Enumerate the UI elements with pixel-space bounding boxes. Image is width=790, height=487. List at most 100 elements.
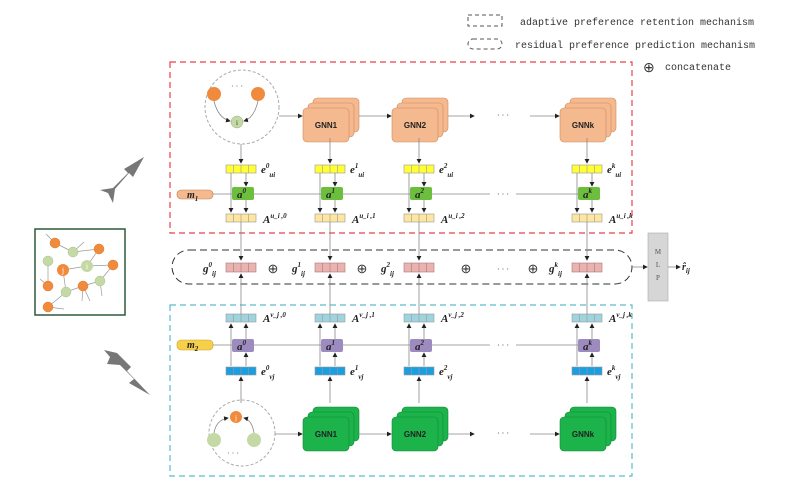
A-vj-3 [571,313,603,323]
A-ui-label-0-base: A [262,214,270,226]
A-ui-label-0-sup: u_i ,0 [270,212,287,220]
A-vj-1 [314,313,346,323]
g-label-0-base: g [202,263,209,275]
concat-op-icon: ⊕ [357,261,368,276]
neighbor-node [251,87,265,101]
e-ui-label-1-sup: 1 [355,162,359,170]
A-ui-label-3-base: A [608,214,616,226]
legend-retention-label: adaptive preference retention mechanism [520,17,754,29]
A-ui-1 [314,213,346,223]
A-vj-label-0-base: A [262,313,270,325]
A-vj-label-0: Av_j ,0 [262,311,286,325]
e-ui-label-1-base: e [350,164,355,176]
prediction-output-sub: ij [686,267,690,275]
item-ellipsis: · · · [497,429,509,438]
e-ui-label-2-base: e [439,164,444,176]
a-item-label-1-sup: 1 [332,339,336,347]
a-user-label-1-sup: 1 [332,187,336,195]
A-vj-label-0-sup: v_j ,0 [270,311,286,319]
e-ui-2 [403,164,435,174]
e-ui-label-0: e0ui [261,162,275,179]
user-gnnk-layer [559,107,607,143]
item-gnn1: GNN1 [302,406,360,452]
A-ui-label-1-base: A [351,214,359,226]
A-ui-3 [571,213,603,223]
A-vj-label-3-base: A [608,313,616,325]
gap [490,341,516,349]
e-vj-label-3-sup: k [612,364,616,372]
node-i-label: i [86,262,89,271]
A-ui-0 [225,213,257,223]
A-vj-label-3: Av_j ,k [608,311,632,325]
a-user-label-1: a1 [326,187,335,201]
node-i [230,115,244,129]
item-row-ellipsis: · · · [497,341,509,350]
mlp-letter: L [656,261,660,269]
user-gnnk-label: GNNk [572,121,595,130]
node-j [57,264,69,276]
user-row-ellipsis: · · · [497,190,509,199]
item-gnnk-layer [559,416,607,452]
a-item-label-1: a1 [326,339,335,353]
e-vj-label-1-base: e [350,366,355,378]
e-ui-label-2-sup: 2 [443,162,448,170]
e-ui-label-1-sub: ui [358,171,364,179]
A-ui-label-2: Au_i ,2 [440,212,465,226]
e-ui-0 [225,164,257,174]
a-user-label-3: ak [583,187,593,201]
e-ui-label-0-sup: 0 [266,162,270,170]
g-label-1-sub: ij [301,270,305,278]
e-ui-label-2: e2ui [439,162,453,179]
g-label-2: g2ij [380,261,394,278]
e-vj-label-1-sup: 1 [355,364,359,372]
g-label-3-sup: k [555,261,559,269]
a-user-label-0-sup: 0 [243,187,247,195]
g-label-0-sup: 0 [209,261,213,269]
edge [243,100,259,123]
A-vj-label-3-sup: v_j ,k [616,311,632,319]
a-user-label-1-base: a [326,189,332,201]
node-j [230,411,242,423]
a-item-label-2-sup: 2 [420,339,425,347]
m1-label: m1 [187,190,198,203]
e-vj-label-0-sup: 0 [266,364,270,372]
A-ui-label-3: Au_i ,k [608,212,633,226]
e-vj-2 [403,366,435,376]
legend-concat-label: concatenate [665,63,731,74]
e-ui-label-0-base: e [261,164,266,176]
e-ui-label-0-sub: ui [269,171,275,179]
e-ui-label-3-sup: k [612,162,616,170]
legend-prediction-label: residual preference prediction mechanism [515,40,755,52]
A-ui-label-3-sup: u_i ,k [616,212,633,220]
input-graph: j i [34,228,126,316]
neighbor-node [247,433,261,447]
g-label-2-sup: 2 [386,261,391,269]
e-vj-label-2: e2vj [439,364,452,381]
e-vj-0 [225,366,257,376]
user-gnn2-layer [391,107,439,143]
e-ui-3 [571,164,603,174]
m2-label-base: m [187,340,195,351]
mlp-letter: P [656,274,660,282]
e-vj-1 [314,366,346,376]
g-label-1-sup: 1 [298,261,302,269]
node-i-label: i [236,119,238,127]
A-ui-label-2-base: A [440,214,448,226]
e-vj-label-0-sub: vj [269,373,274,381]
a-user-label-2-base: a [415,189,421,201]
g-label-0: g0ij [202,261,216,278]
neighbor-node [207,87,221,101]
a-user-label-3-sup: k [589,187,593,195]
g-label-3-base: g [548,263,555,275]
e-vj-label-0: e0vj [261,364,274,381]
e-ui-label-3-base: e [607,164,612,176]
A-ui-2 [403,213,435,223]
a-item-label-3: ak [583,339,593,353]
e-ui-label-2-sub: ui [447,171,453,179]
A-ui-label-1-sup: u_i ,1 [359,212,375,220]
a-user-box-1 [321,187,343,200]
item-neighborhood-circle [208,399,276,467]
e-vj-label-2-base: e [439,366,444,378]
